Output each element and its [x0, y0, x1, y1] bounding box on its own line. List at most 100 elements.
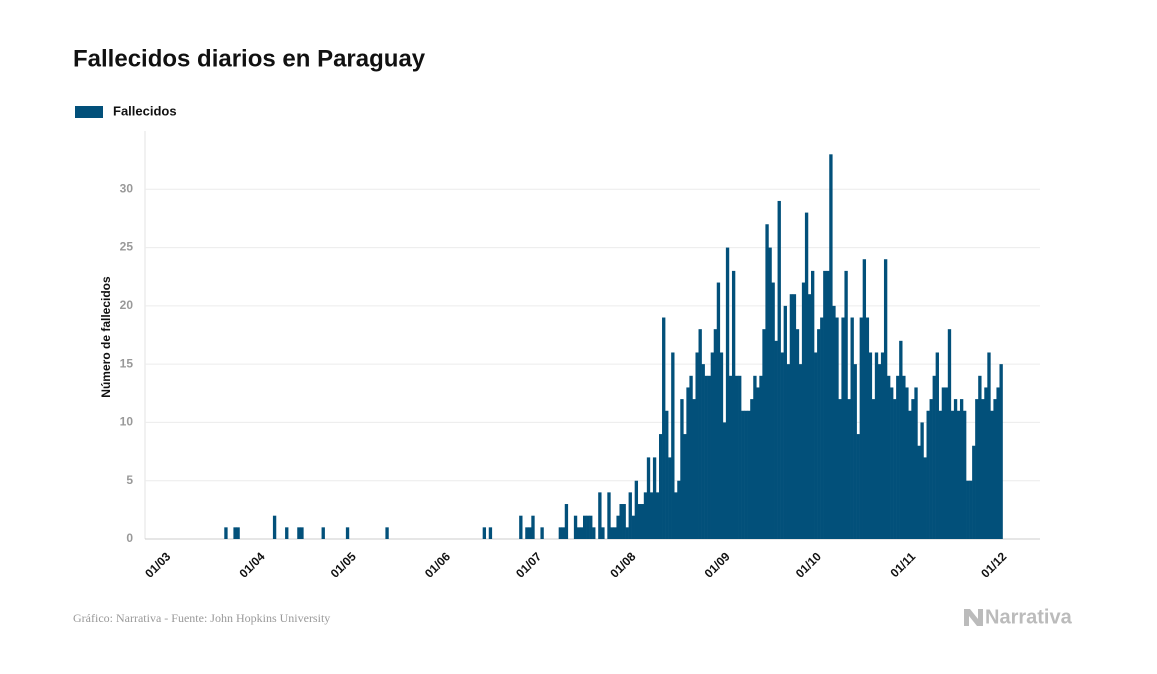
bar: [890, 387, 894, 539]
bar: [899, 340, 903, 539]
bar: [741, 410, 745, 539]
bar: [583, 515, 587, 539]
bar: [859, 317, 863, 539]
bar: [874, 352, 879, 539]
bar: [777, 200, 781, 539]
bar: [601, 527, 605, 539]
bar: [771, 282, 775, 539]
bar: [482, 527, 487, 539]
bar: [659, 434, 663, 539]
bar: [993, 399, 997, 539]
bar: [868, 352, 873, 539]
bar: [966, 480, 970, 539]
bar: [929, 399, 933, 539]
bar: [236, 527, 240, 539]
bar: [224, 527, 228, 539]
bar: [707, 375, 711, 539]
x-tick-label: 01/09: [702, 549, 733, 580]
bar: [999, 364, 1003, 539]
bar: [953, 399, 958, 539]
y-tick-label: 15: [120, 356, 134, 370]
x-tick-label: 01/08: [607, 549, 638, 580]
y-tick-label: 10: [120, 415, 134, 429]
bar: [987, 352, 991, 539]
brand-name: Narrativa: [985, 606, 1073, 628]
bar: [938, 410, 943, 539]
x-tick-label: 01/03: [142, 549, 173, 580]
bar: [321, 527, 325, 539]
bar: [917, 445, 921, 539]
bar: [385, 527, 389, 539]
bar: [765, 224, 769, 539]
x-tick-label: 01/07: [513, 549, 544, 580]
bar: [713, 329, 718, 539]
bar: [920, 422, 924, 539]
y-tick-label: 0: [126, 531, 133, 545]
bar: [610, 527, 614, 539]
logo-icon: [964, 609, 983, 626]
bar: [972, 445, 976, 539]
bar: [956, 410, 961, 539]
bar: [698, 329, 702, 539]
bar: [804, 212, 809, 539]
bar: [835, 317, 839, 539]
bar: [759, 375, 763, 539]
bar: [272, 515, 277, 539]
bar: [811, 270, 815, 539]
bar: [990, 410, 994, 539]
bar: [750, 399, 754, 539]
bar: [847, 399, 851, 539]
bar: [297, 527, 301, 539]
bar: [680, 399, 684, 539]
bar: [564, 504, 569, 539]
bar: [871, 399, 876, 539]
y-tick-label: 20: [120, 298, 134, 312]
y-axis-label: Número de fallecidos: [99, 276, 113, 398]
bar: [589, 515, 593, 539]
bar: [865, 317, 870, 539]
bar: [619, 504, 623, 539]
bar: [814, 352, 818, 539]
bar: [795, 329, 800, 539]
x-tick-label: 01/04: [236, 549, 267, 580]
bar: [753, 375, 757, 539]
bar: [643, 492, 648, 539]
bar: [586, 515, 590, 539]
bar: [747, 410, 751, 539]
bar: [893, 399, 897, 539]
bar: [826, 270, 830, 539]
bar: [780, 352, 784, 539]
bar: [981, 399, 985, 539]
bar: [887, 375, 891, 539]
y-tick-label: 25: [120, 240, 134, 254]
bar: [285, 527, 289, 539]
chart-title: Fallecidos diarios en Paraguay: [73, 45, 426, 72]
bar: [829, 154, 833, 540]
bar: [652, 457, 657, 539]
bar: [932, 375, 936, 539]
bar: [926, 410, 930, 539]
bar: [975, 399, 979, 539]
bar: [345, 527, 350, 539]
bar: [649, 492, 654, 539]
bar: [701, 364, 705, 539]
bar: [841, 317, 845, 539]
bar: [655, 492, 660, 539]
bar: [862, 259, 867, 539]
bar: [944, 387, 949, 539]
bar: [807, 294, 812, 539]
bar: [786, 364, 791, 539]
bar: [969, 480, 973, 539]
bar: [558, 527, 563, 539]
bar: [689, 375, 693, 539]
bar: [832, 305, 836, 539]
y-tick-label: 5: [126, 473, 133, 487]
x-tick-label: 01/10: [793, 549, 824, 580]
bar: [525, 527, 529, 539]
bar: [783, 305, 787, 539]
bar: [856, 434, 860, 539]
bar: [622, 504, 626, 539]
bar: [576, 527, 581, 539]
bar: [607, 492, 611, 539]
bar: [774, 340, 778, 539]
